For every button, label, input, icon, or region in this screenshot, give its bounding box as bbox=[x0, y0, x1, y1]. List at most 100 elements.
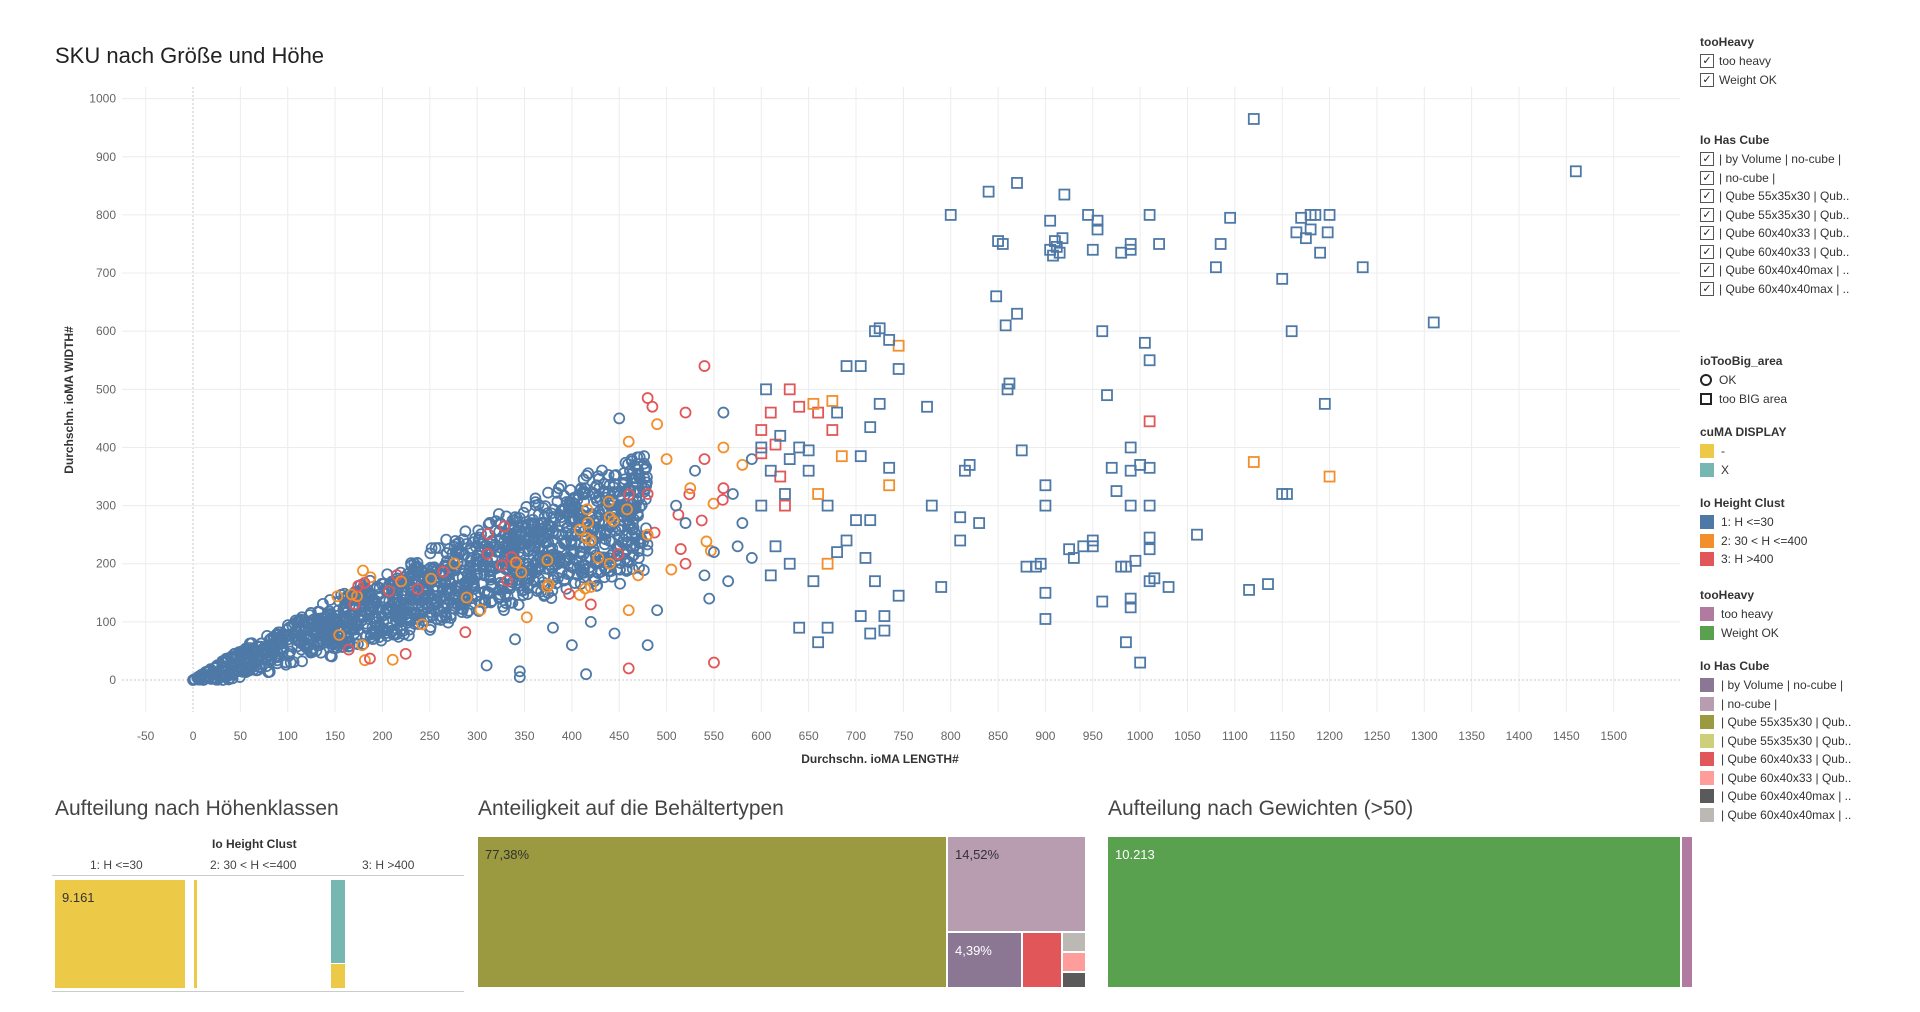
scatter-point[interactable] bbox=[679, 557, 692, 570]
scatter-point[interactable] bbox=[632, 569, 645, 582]
scatter-point[interactable] bbox=[821, 499, 834, 512]
scatter-point[interactable] bbox=[831, 406, 843, 419]
scatter-point[interactable] bbox=[510, 556, 522, 569]
scatter-point[interactable] bbox=[459, 626, 472, 639]
scatter-point[interactable] bbox=[459, 525, 472, 538]
scatter-point[interactable] bbox=[558, 574, 570, 587]
scatter-point[interactable] bbox=[755, 499, 768, 512]
scatter-point[interactable] bbox=[1162, 581, 1175, 593]
scatter-point[interactable] bbox=[577, 560, 590, 572]
scatter-point[interactable] bbox=[745, 453, 758, 465]
scatter-point[interactable] bbox=[607, 515, 620, 527]
scatter-point[interactable] bbox=[250, 653, 263, 666]
scatter-point[interactable] bbox=[592, 470, 605, 483]
scatter-point[interactable] bbox=[440, 611, 453, 624]
scatter-point[interactable] bbox=[442, 564, 455, 577]
scatter-point[interactable] bbox=[854, 360, 867, 372]
scatter-point[interactable] bbox=[1124, 441, 1137, 454]
scatter-point[interactable] bbox=[509, 633, 521, 646]
scatter-point[interactable] bbox=[584, 581, 597, 593]
scatter-point[interactable] bbox=[481, 548, 494, 560]
scatter-point[interactable] bbox=[501, 574, 514, 587]
scatter-point[interactable] bbox=[850, 514, 862, 527]
treemap-block-qube-60x33[interactable] bbox=[1023, 933, 1061, 987]
checkbox-cube-3[interactable]: ✓ bbox=[1700, 189, 1714, 204]
weights-block-weight-ok[interactable]: 10.213 bbox=[1108, 837, 1680, 987]
scatter-point[interactable] bbox=[638, 450, 651, 463]
scatter-point[interactable] bbox=[631, 458, 644, 470]
scatter-point[interactable] bbox=[536, 523, 549, 536]
scatter-point[interactable] bbox=[623, 518, 636, 530]
scatter-point[interactable] bbox=[431, 596, 444, 609]
scatter-point[interactable] bbox=[459, 564, 472, 577]
scatter-point[interactable] bbox=[351, 618, 364, 631]
checkbox-weight-ok[interactable]: ✓ bbox=[1700, 72, 1714, 87]
scatter-point[interactable] bbox=[826, 395, 839, 407]
treemap-block-by-volume[interactable]: 4,39% bbox=[948, 933, 1021, 987]
scatter-point[interactable] bbox=[406, 602, 419, 615]
scatter-point[interactable] bbox=[217, 656, 229, 668]
scatter-point[interactable] bbox=[614, 577, 626, 590]
treemap-block-qube-60x33-pink[interactable] bbox=[1063, 953, 1085, 971]
scatter-point[interactable] bbox=[499, 597, 512, 609]
scatter-point[interactable] bbox=[621, 503, 633, 516]
scatter-point[interactable] bbox=[577, 571, 590, 584]
scatter-point[interactable] bbox=[558, 536, 571, 549]
scatter-point[interactable] bbox=[359, 654, 371, 667]
scatter-point[interactable] bbox=[736, 517, 749, 529]
scatter-point[interactable] bbox=[255, 637, 268, 650]
treemap-block-no-cube[interactable]: 14,52% bbox=[948, 837, 1085, 931]
scatter-point[interactable] bbox=[522, 557, 535, 570]
scatter-point[interactable] bbox=[325, 650, 338, 663]
scatter-point[interactable] bbox=[755, 441, 768, 454]
scatter-point[interactable] bbox=[793, 400, 806, 413]
height-class-bar-1[interactable]: 9.161 bbox=[55, 880, 185, 988]
scatter-point[interactable] bbox=[1003, 377, 1016, 390]
scatter-point[interactable] bbox=[963, 459, 976, 471]
scatter-point[interactable] bbox=[443, 576, 456, 588]
scatter-point[interactable] bbox=[1056, 232, 1069, 245]
filter-cube-item[interactable]: ✓ | Qube 60x40x40max | .. bbox=[1700, 261, 1900, 280]
scatter-point[interactable] bbox=[573, 589, 586, 601]
scatter-point[interactable] bbox=[764, 406, 777, 419]
legend-shape-ok[interactable]: OK bbox=[1700, 371, 1900, 390]
scatter-point[interactable] bbox=[495, 559, 508, 572]
scatter-point[interactable] bbox=[539, 520, 552, 533]
scatter-point[interactable] bbox=[1101, 389, 1113, 402]
scatter-point[interactable] bbox=[745, 552, 758, 564]
scatter-point[interactable] bbox=[764, 569, 777, 582]
scatter-point[interactable] bbox=[854, 610, 867, 622]
scatter-point[interactable] bbox=[261, 640, 274, 652]
scatter-point[interactable] bbox=[566, 513, 579, 526]
scatter-point[interactable] bbox=[1039, 613, 1052, 625]
checkbox-cube-2[interactable]: ✓ bbox=[1700, 170, 1714, 185]
scatter-point[interactable] bbox=[689, 464, 701, 477]
scatter-point[interactable] bbox=[569, 577, 581, 589]
weights-block-too-heavy[interactable] bbox=[1682, 837, 1692, 987]
scatter-point[interactable] bbox=[547, 621, 559, 634]
scatter-point[interactable] bbox=[455, 602, 468, 615]
scatter-point[interactable] bbox=[420, 596, 432, 609]
scatter-point[interactable] bbox=[622, 604, 635, 617]
scatter-point[interactable] bbox=[831, 546, 843, 559]
scatter-point[interactable] bbox=[1143, 209, 1156, 221]
scatter-point[interactable] bbox=[1210, 261, 1222, 274]
scatter-point[interactable] bbox=[1086, 540, 1099, 553]
treemap-block-qube-55[interactable]: 77,38% bbox=[478, 837, 946, 987]
scatter-point[interactable] bbox=[398, 609, 411, 621]
scatter-point[interactable] bbox=[1143, 415, 1156, 428]
scatter-point[interactable] bbox=[357, 564, 369, 577]
scatter-point[interactable] bbox=[589, 491, 602, 504]
scatter-point[interactable] bbox=[303, 639, 316, 651]
scatter-point[interactable] bbox=[840, 534, 853, 547]
checkbox-cube-6[interactable]: ✓ bbox=[1700, 244, 1714, 259]
scatter-point[interactable] bbox=[807, 397, 820, 410]
scatter-point[interactable] bbox=[921, 400, 933, 413]
scatter-point[interactable] bbox=[708, 656, 720, 669]
scatter-point[interactable] bbox=[878, 624, 891, 637]
scatter-point[interactable] bbox=[883, 479, 896, 492]
scatter-point[interactable] bbox=[203, 671, 215, 684]
scatter-point[interactable] bbox=[598, 529, 611, 542]
scatter-point[interactable] bbox=[864, 514, 877, 527]
filter-cube-item[interactable]: ✓ | Qube 60x40x33 | Qub.. bbox=[1700, 224, 1900, 243]
